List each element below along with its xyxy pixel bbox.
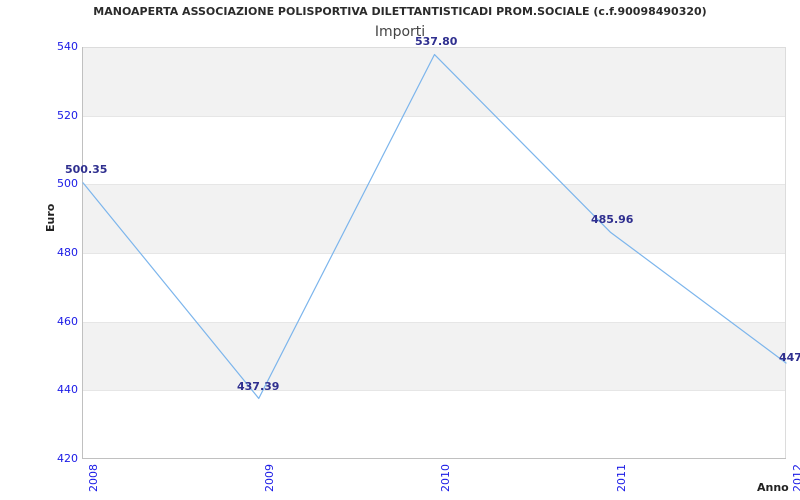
y-tick-label: 500 bbox=[57, 177, 78, 191]
point-label: 437.39 bbox=[237, 380, 280, 394]
y-tick-label: 440 bbox=[57, 383, 78, 397]
point-label: 447.7 bbox=[779, 350, 800, 364]
x-axis-title: Anno bbox=[757, 481, 789, 494]
plot-border-right bbox=[785, 47, 786, 458]
chart-subtitle: Importi bbox=[374, 24, 426, 40]
chart-title: MANOAPERTA ASSOCIAZIONE POLISPORTIVA DIL… bbox=[93, 5, 707, 18]
y-axis-title: Euro bbox=[44, 203, 57, 232]
axis-band bbox=[83, 184, 786, 253]
y-axis-ticks: 540 520 500 480 460 440 420 bbox=[0, 41, 78, 464]
axis-band bbox=[83, 47, 786, 116]
plot-border-top bbox=[83, 47, 786, 48]
plot-area: 500.35 437.39 537.80 485.96 447.7 bbox=[65, 35, 800, 459]
gridline bbox=[83, 321, 786, 323]
x-tick-label: 2011 bbox=[615, 464, 628, 492]
axis-band bbox=[83, 321, 786, 391]
y-tick-label: 540 bbox=[57, 40, 78, 53]
point-label: 537.80 bbox=[415, 34, 458, 48]
x-tick-label: 2012 bbox=[791, 464, 800, 492]
gridline bbox=[83, 390, 786, 392]
y-tick-label: 520 bbox=[57, 108, 78, 122]
gridline bbox=[83, 115, 786, 117]
y-tick-label: 480 bbox=[57, 246, 78, 259]
point-label: 500.35 bbox=[65, 163, 108, 177]
point-label: 485.96 bbox=[591, 212, 634, 226]
y-tick-label: 420 bbox=[57, 452, 78, 465]
gridline bbox=[83, 184, 786, 186]
x-tick-label: 2008 bbox=[87, 464, 100, 492]
x-tick-label: 2010 bbox=[439, 464, 452, 492]
y-tick-label: 460 bbox=[57, 314, 78, 328]
x-tick-label: 2009 bbox=[263, 464, 276, 492]
gridline bbox=[83, 253, 786, 254]
